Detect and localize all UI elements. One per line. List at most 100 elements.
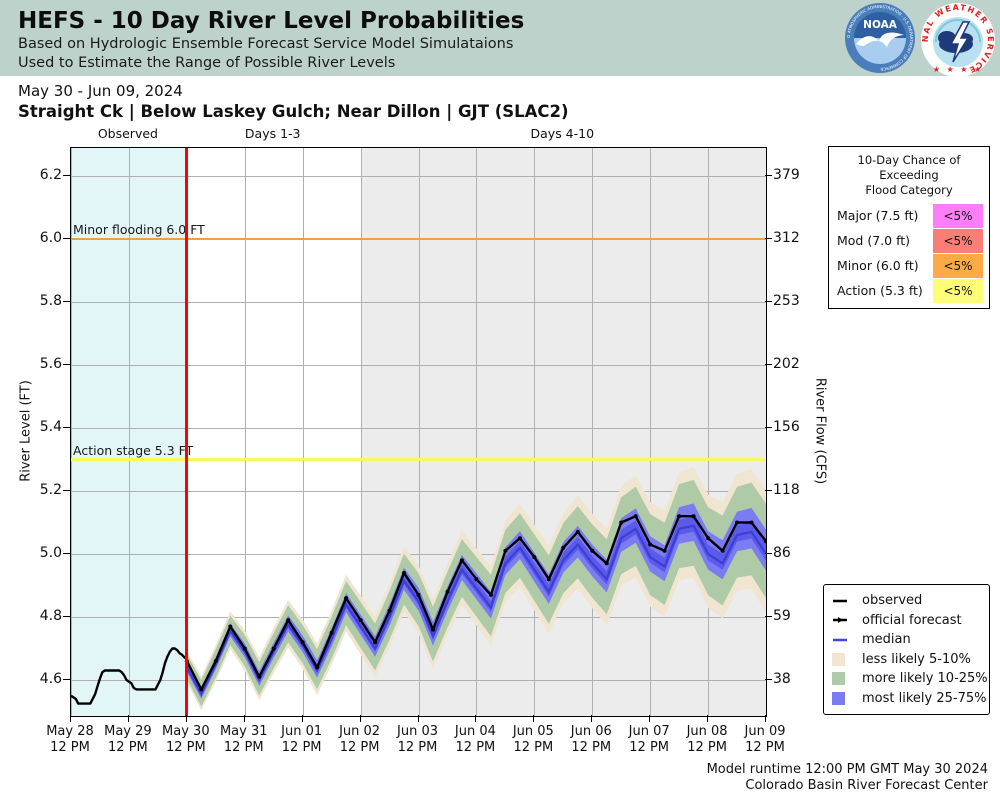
official-forecast-marker xyxy=(749,520,754,525)
y-tick-level: 5.4 xyxy=(39,419,62,435)
official-forecast-marker xyxy=(488,592,493,597)
x-tickmark xyxy=(359,715,361,722)
x-tick-label: Jun 09 12 PM xyxy=(744,724,786,755)
y-tickmark xyxy=(63,175,70,176)
x-tickmark xyxy=(243,715,245,722)
stage-line-1 xyxy=(71,458,766,461)
official-forecast-marker xyxy=(242,646,247,651)
official-forecast-marker xyxy=(416,592,421,597)
x-tick-label: Jun 07 12 PM xyxy=(628,724,670,755)
flood-row-chance-chip: <5% xyxy=(933,253,983,278)
x-tick-label: May 30 12 PM xyxy=(162,724,210,755)
legend-symbol-line xyxy=(832,596,856,606)
y-tickmark xyxy=(765,238,772,239)
y-tickmark xyxy=(63,616,70,617)
y-tickmark xyxy=(765,679,772,680)
official-forecast-marker xyxy=(720,548,725,553)
flood-row-chance-chip: <5% xyxy=(933,278,983,303)
y-tickmark xyxy=(63,427,70,428)
legend-symbol-patch xyxy=(832,672,856,686)
y-tickmark xyxy=(765,364,772,365)
plot-area: Minor flooding 6.0 FT Action stage 5.3 FT… xyxy=(40,126,800,755)
legend-symbol-patch xyxy=(832,691,856,705)
stage-label-1: Action stage 5.3 FT xyxy=(73,442,194,458)
v-gridline xyxy=(360,148,362,716)
y-tickmark xyxy=(765,616,772,617)
y-tickmark xyxy=(765,427,772,428)
flood-row-chance-chip: <5% xyxy=(933,203,983,228)
x-tickmark xyxy=(70,715,71,722)
legend-label: more likely 10-25% xyxy=(862,671,988,687)
x-tickmark xyxy=(475,715,477,722)
x-tickmark xyxy=(591,715,593,722)
y-tick-flow: 59 xyxy=(773,608,791,624)
official-forecast-marker xyxy=(474,577,479,582)
v-gridline xyxy=(476,148,478,716)
official-forecast-marker xyxy=(199,687,204,692)
flood-legend-rows: Major (7.5 ft) <5% Mod (7.0 ft) <5% Minor (6… xyxy=(835,203,983,303)
y-tickmark xyxy=(63,364,70,365)
official-forecast-marker xyxy=(286,618,291,623)
x-tick-label: Jun 02 12 PM xyxy=(339,724,381,755)
date-range: May 30 - Jun 09, 2024 xyxy=(18,82,183,100)
y-tick-level: 6.0 xyxy=(39,230,62,246)
x-tick-label: Jun 03 12 PM xyxy=(397,724,438,755)
y-tick-level: 5.8 xyxy=(39,293,62,309)
legend-label: official forecast xyxy=(862,612,962,628)
flood-row-label: Mod (7.0 ft) xyxy=(837,233,911,249)
official-forecast-marker xyxy=(604,561,609,566)
official-forecast-marker xyxy=(228,624,233,629)
y-tick-flow: 86 xyxy=(773,545,791,561)
official-forecast-marker xyxy=(546,577,551,582)
x-tickmark xyxy=(707,715,709,722)
series-legend: observed official forecast median less like… xyxy=(823,584,990,715)
legend-row-2: median xyxy=(832,630,981,650)
official-forecast-marker xyxy=(459,558,464,563)
y-tick-level: 5.0 xyxy=(39,545,62,561)
legend-symbol-line xyxy=(832,635,856,645)
legend-row-3: less likely 5-10% xyxy=(832,650,981,670)
official-forecast-marker xyxy=(575,529,580,534)
official-forecast-marker xyxy=(619,520,624,525)
y-tickmark xyxy=(765,301,772,302)
x-tick-label: May 28 12 PM xyxy=(46,724,94,755)
official-forecast-marker xyxy=(271,646,276,651)
flood-row-label: Action (5.3 ft) xyxy=(837,283,923,299)
page-subtitle-2: Used to Estimate the Range of Possible R… xyxy=(18,55,396,72)
x-tickmark xyxy=(127,715,129,722)
y-tickmark xyxy=(63,490,70,491)
x-tickmark xyxy=(533,715,535,722)
flood-legend-title: 10-Day Chance of Exceeding Flood Categor… xyxy=(835,153,983,198)
station-title: Straight Ck | Below Laskey Gulch; Near D… xyxy=(18,102,569,121)
svg-text:NOAA: NOAA xyxy=(863,19,898,31)
official-forecast-marker xyxy=(648,542,653,547)
flood-row-0: Major (7.5 ft) <5% xyxy=(835,203,983,228)
official-forecast-marker xyxy=(691,514,696,519)
nws-stars: ★ ★ ★ ★ xyxy=(933,65,983,74)
official-forecast-marker xyxy=(590,548,595,553)
y-axis-title-right: River Flow (CFS) xyxy=(812,377,828,485)
app-header: HEFS - 10 Day River Level Probabilities … xyxy=(0,0,1000,77)
x-tickmark xyxy=(417,715,419,722)
official-forecast-marker xyxy=(387,608,392,613)
forecast-start-line xyxy=(185,148,189,716)
y-tick-level: 6.2 xyxy=(39,167,62,183)
official-forecast-marker xyxy=(315,665,320,670)
v-gridline xyxy=(592,148,594,716)
y-tick-flow: 202 xyxy=(773,356,800,372)
official-forecast-marker xyxy=(633,514,638,519)
legend-label: most likely 25-75% xyxy=(862,690,987,706)
v-gridline xyxy=(418,148,420,716)
observed-line xyxy=(71,647,188,705)
v-gridline xyxy=(244,148,246,716)
stage-line-0 xyxy=(71,238,766,240)
flood-row-1: Mod (7.0 ft) <5% xyxy=(835,228,983,253)
flood-row-2: Minor (6.0 ft) <5% xyxy=(835,253,983,278)
y-tick-flow: 38 xyxy=(773,671,791,687)
forecast-center: Colorado Basin River Forecast Center xyxy=(745,777,988,793)
flood-legend-title-line2: Exceeding xyxy=(879,167,939,182)
region-label-1: Days 1-3 xyxy=(244,126,301,141)
x-tick-label: Jun 01 12 PM xyxy=(281,724,323,755)
official-forecast-marker xyxy=(735,520,739,525)
page-subtitle-1: Based on Hydrologic Ensemble Forecast Se… xyxy=(18,36,514,52)
